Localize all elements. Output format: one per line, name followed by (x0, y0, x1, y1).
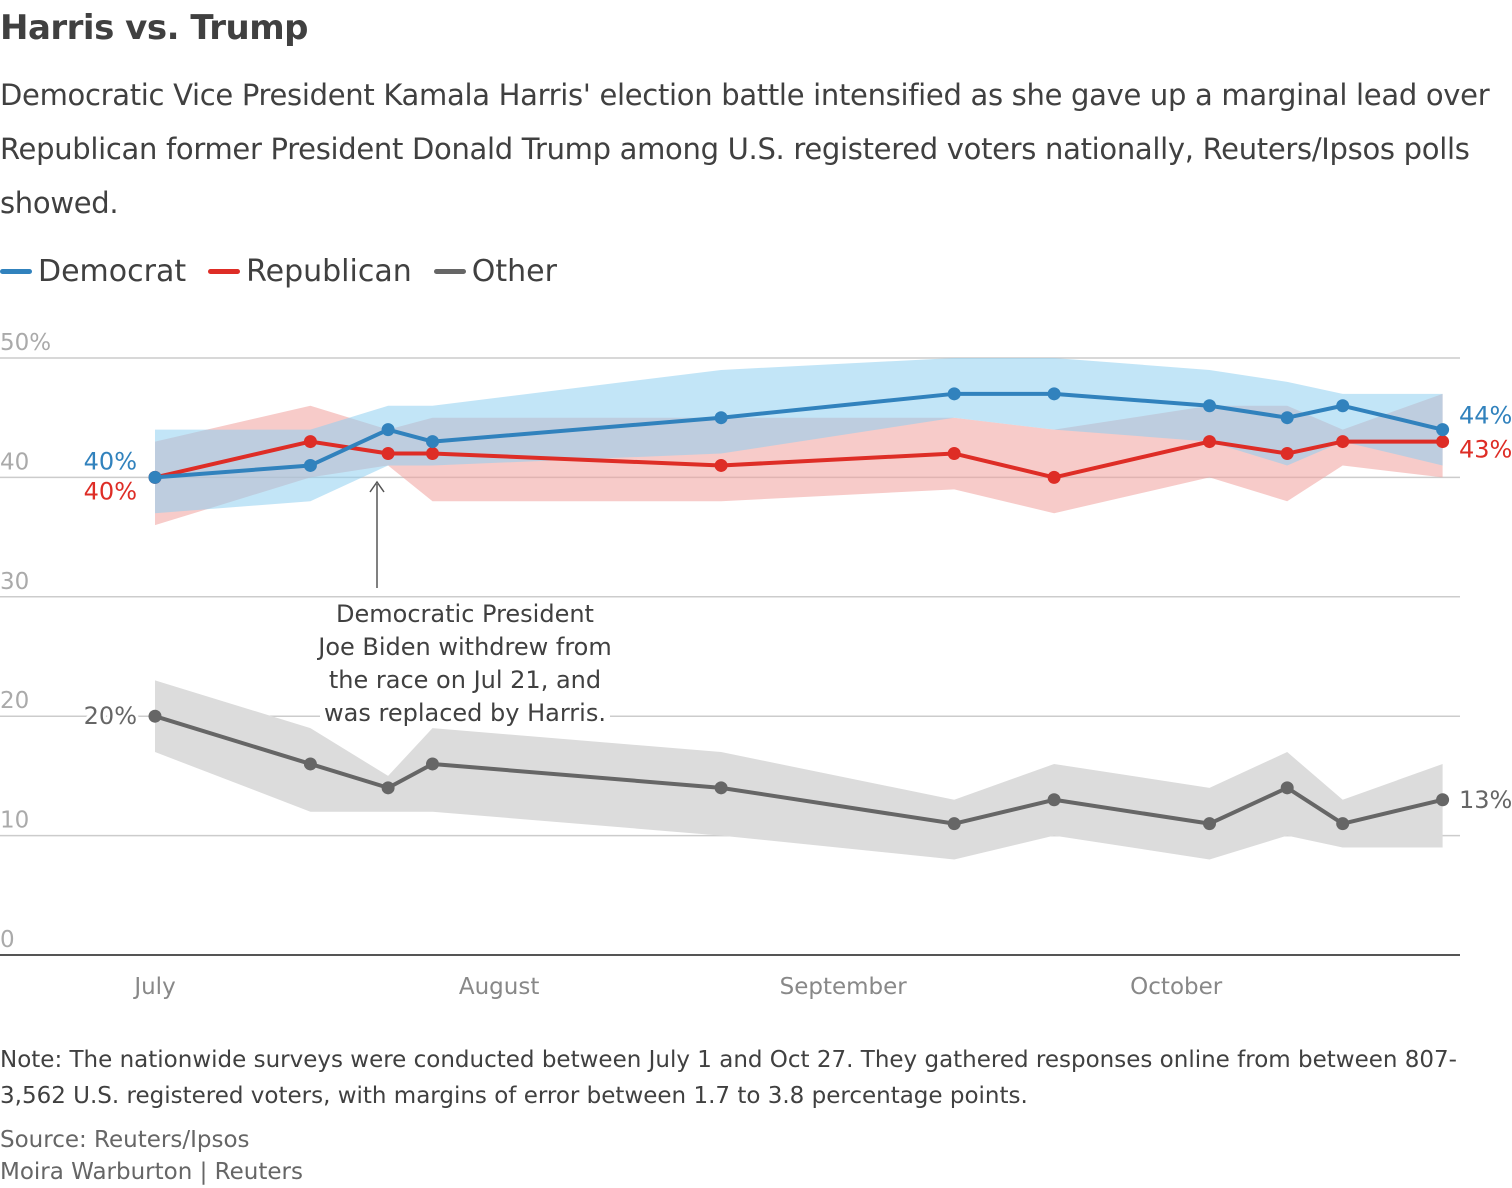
legend-swatch-other (433, 269, 466, 274)
annotation-text: Democratic President (336, 600, 594, 628)
legend-republican: Republican (208, 254, 412, 289)
x-tick-label: October (1130, 974, 1223, 1000)
data-point-other (1047, 793, 1061, 807)
legend-label: Other (471, 254, 557, 289)
data-point-other (148, 709, 162, 723)
data-point-democrat (1436, 423, 1450, 437)
chart-title: Harris vs. Trump (0, 8, 309, 48)
data-point-republican (1436, 435, 1450, 449)
data-point-other (426, 757, 439, 771)
start-label-other: 20% (84, 702, 137, 730)
annotation-text: was replaced by Harris. (324, 699, 606, 727)
legend-swatch-democrat (0, 269, 32, 274)
legend-label: Democrat (38, 254, 187, 289)
source-text: Source: Reuters/Ipsos (0, 1127, 250, 1153)
y-tick-label: 20 (0, 688, 29, 714)
data-point-republican (303, 435, 317, 449)
legend: Democrat Republican Other (0, 254, 557, 289)
annotation-background (320, 698, 610, 728)
legend-swatch-republican (208, 269, 241, 274)
data-point-republican (1203, 435, 1216, 449)
start-label-democrat: 40% (84, 447, 137, 475)
data-point-other (714, 781, 728, 795)
y-tick-label: 30 (0, 569, 29, 595)
end-label-other: 13% (1459, 786, 1512, 814)
data-point-other (1280, 781, 1294, 795)
legend-other: Other (433, 254, 557, 289)
legend-label: Republican (246, 254, 412, 289)
y-tick-label: 10 (0, 808, 29, 834)
data-point-other (947, 817, 961, 831)
annotation-text: Joe Biden withdrew from (316, 633, 612, 661)
data-point-democrat (426, 435, 439, 449)
data-point-republican (1047, 470, 1061, 484)
end-label-democrat: 44% (1459, 402, 1512, 430)
data-point-republican (381, 447, 395, 461)
data-point-other (381, 781, 395, 795)
data-point-republican (1336, 435, 1350, 449)
data-point-republican (1280, 447, 1294, 461)
data-point-democrat (148, 470, 162, 484)
chart-source: Source: Reuters/Ipsos Moira Warburton | … (0, 1124, 303, 1188)
data-point-democrat (1203, 399, 1216, 413)
x-tick-label: July (132, 974, 175, 1000)
y-tick-label: 0 (0, 927, 15, 953)
annotation-text: the race on Jul 21, and (329, 666, 601, 694)
chart-subtitle: Democratic Vice President Kamala Harris'… (0, 78, 1490, 220)
data-point-other (1203, 817, 1216, 831)
data-point-democrat (1336, 399, 1350, 413)
confidence-band-other (155, 680, 1443, 860)
x-tick-label: September (780, 974, 908, 1000)
data-point-democrat (1047, 387, 1061, 401)
data-point-republican (426, 447, 439, 461)
x-tick-label: August (459, 974, 540, 1000)
credit-text: Moira Warburton | Reuters (0, 1159, 303, 1185)
legend-democrat: Democrat (0, 254, 186, 289)
chart-plot: 0 10 20 30 40 50% July August September October De… (0, 330, 1512, 1000)
y-tick-label: 40 (0, 449, 29, 475)
data-point-democrat (947, 387, 961, 401)
data-point-republican (714, 458, 728, 472)
confidence-band-democrat (155, 358, 1443, 514)
data-point-republican (947, 447, 961, 461)
y-tick-label: 50% (0, 330, 51, 356)
data-point-other (1336, 817, 1350, 831)
chart-note: Note: The nationwide surveys were conduc… (0, 1047, 1457, 1109)
annotation-arrow-head (369, 480, 385, 493)
data-point-democrat (381, 423, 395, 437)
data-point-democrat (303, 458, 317, 472)
data-point-other (1436, 793, 1450, 807)
data-point-democrat (714, 411, 728, 425)
data-point-other (303, 757, 317, 771)
end-label-republican: 43% (1459, 436, 1512, 464)
start-label-republican: 40% (84, 477, 137, 505)
data-point-democrat (1280, 411, 1294, 425)
